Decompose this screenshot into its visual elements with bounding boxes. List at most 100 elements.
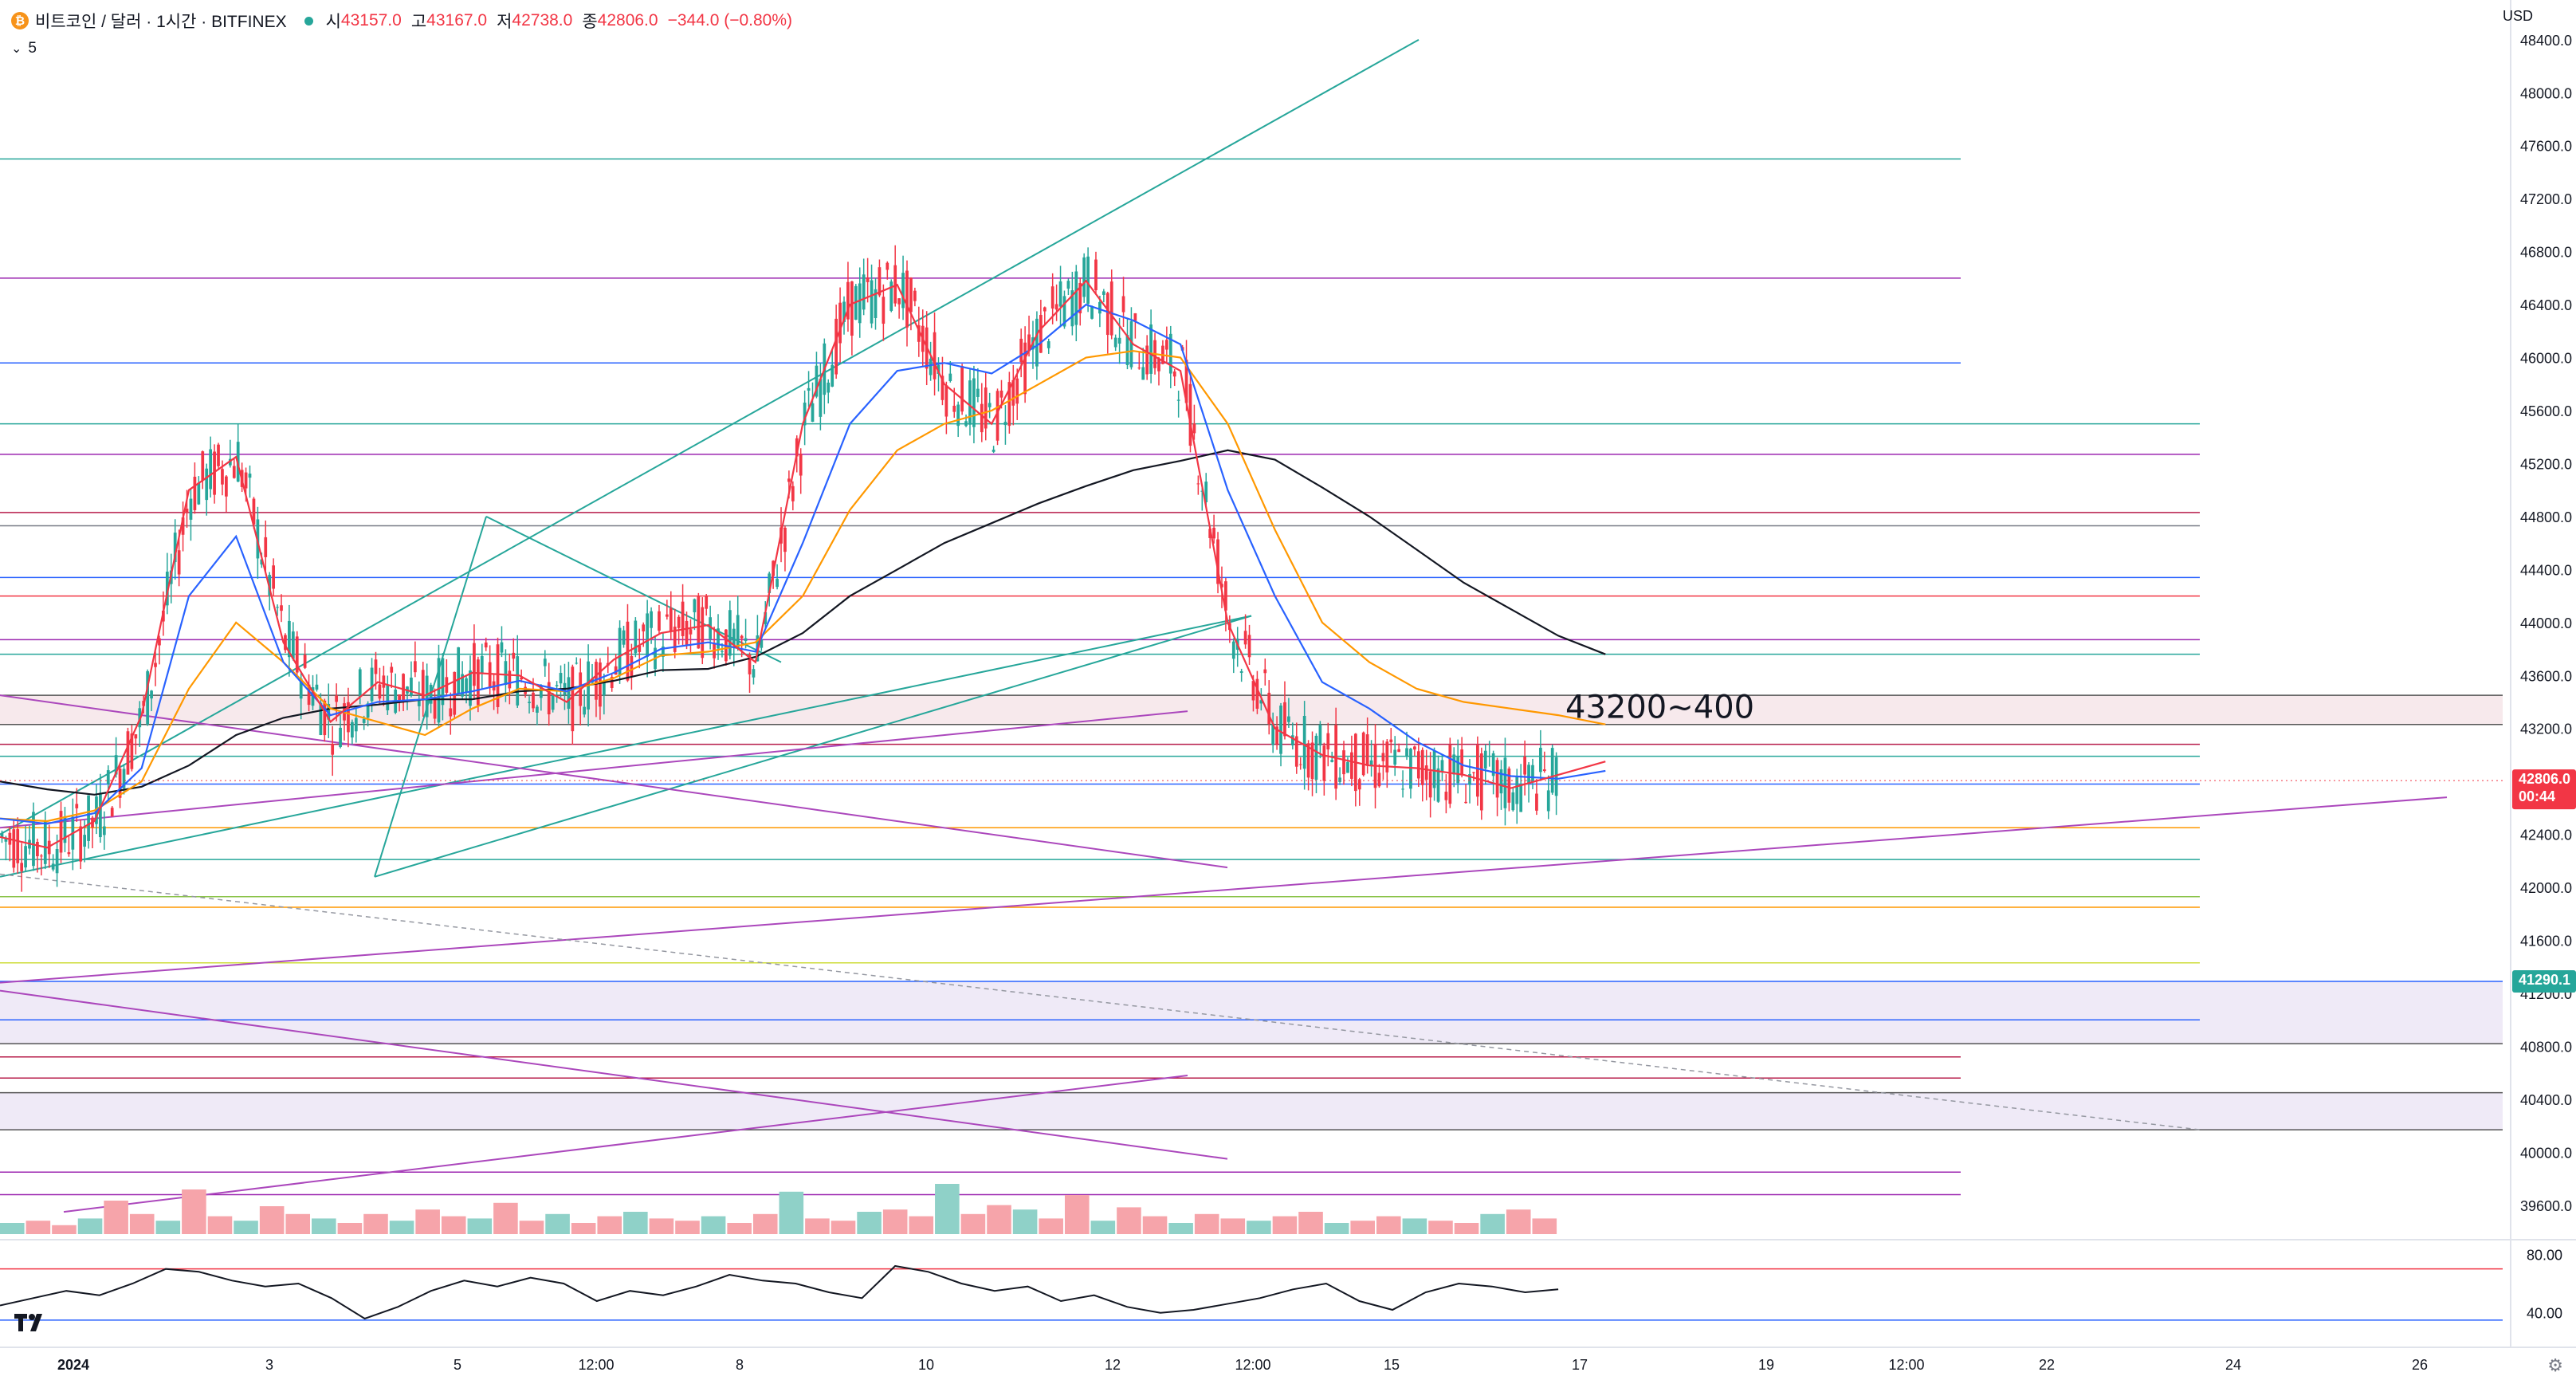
candle-body — [547, 682, 551, 715]
candle-body — [1334, 725, 1338, 789]
candle-body — [1212, 528, 1215, 539]
candle-body — [1098, 301, 1101, 314]
candle-body — [764, 611, 768, 624]
candle-body — [811, 403, 815, 423]
volume-bar — [701, 1216, 726, 1234]
candle-body — [1090, 306, 1094, 319]
gear-icon[interactable]: ⚙ — [2547, 1355, 2563, 1375]
candle-body — [1263, 669, 1267, 674]
volume-bar — [312, 1218, 336, 1234]
candle-body — [1535, 793, 1538, 811]
currency-label[interactable]: USD — [2502, 8, 2533, 24]
candle-body — [1448, 745, 1452, 804]
symbol-title[interactable]: 비트코인 / 달러 · 1시간 · BITFINEX — [35, 13, 287, 31]
candle-body — [940, 375, 944, 400]
candle-body — [1306, 743, 1310, 778]
candle-body — [402, 674, 405, 701]
volume-bar — [597, 1216, 622, 1234]
candle-body — [1290, 735, 1294, 745]
volume-bar — [545, 1213, 570, 1234]
volume-bar — [1480, 1213, 1505, 1234]
candle-body — [1523, 756, 1526, 775]
candle-body — [413, 661, 417, 673]
candle-body — [717, 628, 720, 649]
candle-body — [669, 607, 673, 632]
candle-body — [1491, 753, 1495, 776]
volume-bar — [77, 1218, 103, 1234]
candle-body — [1082, 257, 1086, 297]
candle-body — [1050, 286, 1054, 309]
candle-body — [1539, 747, 1542, 773]
candle-body — [1176, 399, 1180, 401]
price-tick-label: 48000.0 — [2520, 85, 2572, 101]
volume-bar — [935, 1184, 960, 1234]
candle-body — [59, 811, 63, 853]
candle-body — [390, 666, 394, 673]
candle-body — [1192, 423, 1196, 434]
candle-body — [539, 686, 543, 698]
candle-body — [567, 677, 571, 710]
candle-body — [315, 684, 319, 690]
candle-body — [819, 379, 823, 417]
volume-bar — [649, 1218, 674, 1234]
candle-body — [476, 659, 480, 706]
candle-body — [1479, 753, 1483, 811]
candle-body — [1468, 774, 1471, 785]
price-zone — [0, 1092, 2503, 1130]
candle-body — [1546, 790, 1550, 812]
indicators-toggle[interactable]: ⌄ 5 — [11, 37, 37, 61]
candle-body — [917, 325, 921, 342]
candle-body — [866, 277, 870, 282]
candle-body — [834, 318, 838, 375]
candle-body — [1007, 382, 1011, 427]
volume-bar — [1039, 1218, 1063, 1234]
candle-body — [307, 684, 311, 706]
candle-body — [20, 863, 24, 871]
candle-body — [595, 662, 598, 700]
time-tick-label: 2024 — [57, 1357, 89, 1373]
candle-body — [331, 744, 335, 755]
volume-bar — [1117, 1207, 1141, 1234]
candle-body — [1220, 584, 1223, 588]
price-tick-label: 46000.0 — [2520, 351, 2572, 367]
candle-body — [972, 378, 976, 427]
candle-body — [437, 658, 441, 723]
candle-body — [1283, 702, 1286, 737]
candle-body — [461, 674, 464, 697]
volume-bar — [779, 1191, 804, 1234]
candle-body — [956, 404, 960, 427]
candle-body — [960, 366, 964, 412]
candle-body — [130, 733, 134, 769]
candle-body — [1129, 320, 1133, 368]
candle-body — [736, 615, 740, 649]
candle-body — [599, 662, 602, 707]
price-tick-label: 41600.0 — [2520, 934, 2572, 949]
candle-body — [874, 289, 878, 318]
candle-body — [913, 290, 917, 301]
price-tick-label: 43200.0 — [2520, 721, 2572, 737]
candle-body — [1476, 745, 1479, 797]
volume-bar — [285, 1213, 311, 1234]
volume-bar — [337, 1223, 363, 1234]
volume-bar — [519, 1221, 544, 1234]
time-tick-label: 12:00 — [1888, 1357, 1924, 1373]
candle-body — [1133, 313, 1137, 321]
candle-body — [882, 297, 886, 324]
high-value: 43167.0 — [426, 11, 488, 29]
tradingview-logo-icon[interactable] — [13, 1311, 51, 1333]
candle-body — [303, 655, 307, 668]
candle-body — [1066, 281, 1070, 289]
candle-body — [410, 677, 413, 696]
candle-body — [150, 690, 153, 699]
moving-average-line — [0, 279, 1606, 849]
candle-body — [248, 474, 252, 478]
volume-bar — [831, 1221, 856, 1234]
candle-body — [1393, 749, 1397, 765]
moving-average-line — [0, 303, 1606, 825]
candle-body — [1420, 749, 1424, 785]
candle-body — [79, 826, 83, 862]
candle-body — [1015, 378, 1019, 404]
candle-body — [1216, 539, 1219, 584]
